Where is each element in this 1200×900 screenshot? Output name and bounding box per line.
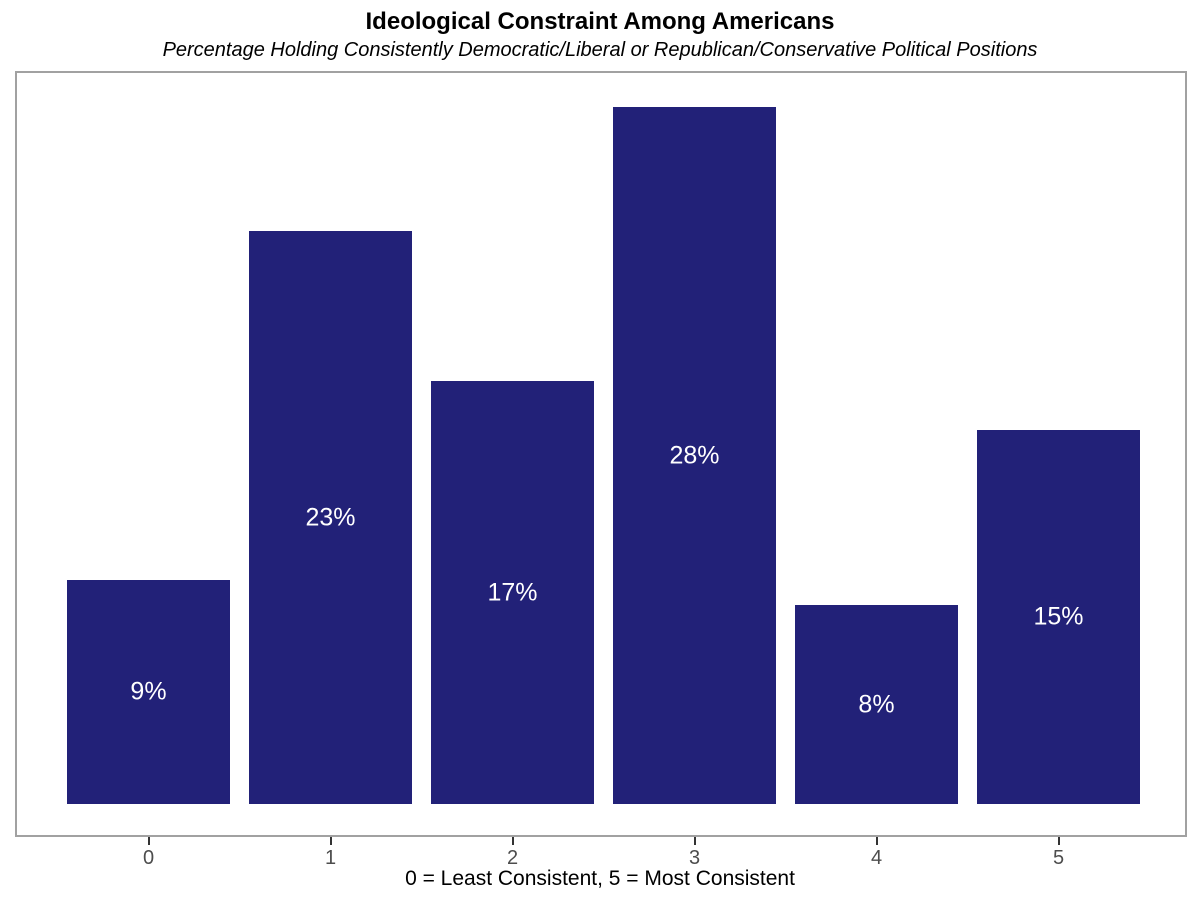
x-tick-mark [1057, 837, 1060, 845]
chart-title: Ideological Constraint Among Americans [365, 8, 835, 35]
bar-value-label: 17% [487, 578, 538, 606]
bar-3: 28% [613, 107, 776, 804]
x-tick-label: 5 [1052, 847, 1065, 869]
x-axis: 0 1 2 3 4 5 [0, 837, 1200, 871]
plot-panel: 9% 23% 17% 28% 8% 15% [15, 71, 1187, 837]
bar-value-label: 15% [1033, 602, 1084, 631]
bar-value-label: 8% [858, 690, 895, 718]
x-axis-title: 0 = Least Consistent, 5 = Most Consisten… [405, 867, 795, 890]
x-tick-mark [693, 837, 696, 845]
x-tick-label: 4 [870, 847, 883, 869]
bar-4: 8% [795, 605, 958, 804]
bar-0: 9% [67, 580, 230, 804]
x-tick-mark [511, 837, 514, 845]
bar-value-label: 23% [305, 503, 356, 531]
bar-2: 17% [431, 381, 594, 804]
bar-value-label: 28% [669, 441, 720, 469]
x-tick-label: 0 [142, 847, 155, 869]
bar-1: 23% [249, 231, 412, 804]
x-tick-label: 3 [688, 847, 701, 869]
x-tick-mark [329, 837, 332, 845]
x-tick-mark [875, 837, 878, 845]
chart-subtitle: Percentage Holding Consistently Democrat… [162, 39, 1038, 61]
bar-value-label: 9% [130, 677, 167, 706]
x-tick-label: 2 [506, 847, 519, 869]
bar-5: 15% [977, 430, 1140, 804]
x-tick-label: 1 [324, 847, 337, 869]
x-tick-mark [147, 837, 150, 845]
